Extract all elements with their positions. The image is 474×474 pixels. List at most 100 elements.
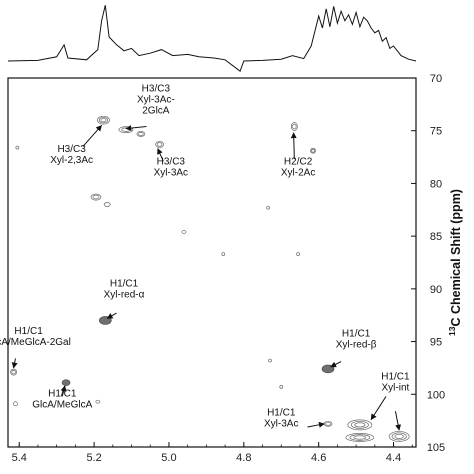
annotation-line: H1/C1 — [381, 372, 410, 383]
peak-annotation: H1/C1 Xyl-3Ac — [264, 407, 325, 429]
cross-peak — [290, 122, 298, 131]
annotation-arrow — [307, 421, 325, 428]
annotation-label: H2/C2 Xyl-2Ac — [281, 156, 315, 178]
cross-peak — [13, 401, 18, 407]
annotation-label: H3/C3 Xyl-3Ac — [154, 156, 188, 178]
cross-peak-contour — [388, 431, 410, 442]
annotation-line: Xyl-red-β — [336, 339, 377, 350]
cross-peak — [296, 252, 300, 256]
annotation-label: H3/C3 Xyl-2,3Ac — [50, 144, 93, 166]
cross-peak — [347, 419, 373, 431]
annotation-line: H3/C3 — [157, 156, 186, 167]
y-axis: 70 75 80 85 90 95 100 105 — [411, 73, 445, 454]
annotation-label: H1/C1 Xyl-red-β — [336, 328, 377, 350]
x-tick-label: 4.8 — [236, 452, 251, 464]
cross-peak-body — [61, 379, 71, 386]
cross-peak-contour — [92, 194, 100, 200]
y-axis-label-superscript: 13 — [447, 326, 457, 336]
annotation-line: H1/C1 — [267, 407, 296, 418]
annotation-line: H1/C1 — [14, 326, 43, 337]
cross-peak-contour — [268, 358, 272, 363]
x-tick-label: 5.4 — [12, 452, 27, 464]
cross-peak-contour — [100, 118, 107, 123]
annotation-label: H1/C1 Xyl-3Ac — [264, 407, 298, 429]
cross-peak-contour — [138, 132, 144, 136]
cross-peak — [103, 202, 111, 207]
cross-peak — [279, 385, 284, 389]
cross-peak-contour — [11, 369, 16, 375]
projection-trace — [7, 5, 417, 73]
cross-peak — [99, 316, 112, 325]
cross-peak — [118, 126, 134, 134]
peak-annotation: H3/C3 Xyl-3Ac-2GlcA — [125, 84, 175, 132]
cross-peak-contour — [353, 435, 367, 440]
x-tick-label: 5.2 — [86, 452, 101, 464]
cross-peak-contour — [290, 122, 298, 131]
cross-peak-contour — [310, 147, 316, 154]
cross-peak-contour — [181, 230, 187, 234]
annotation-arrow — [125, 125, 147, 132]
cross-peak-contour — [311, 148, 315, 153]
peak-annotation: H2/C2 Xyl-2Ac — [281, 132, 315, 178]
peak-annotation: H1/C1 Xyl-red-β — [330, 328, 377, 368]
cross-peak — [97, 115, 110, 125]
y-tick-label: 70 — [430, 73, 442, 85]
y-tick-label: 105 — [427, 442, 445, 454]
cross-peak-contour — [391, 432, 407, 441]
annotation-line: Xyl-3Ac — [154, 167, 188, 178]
cross-peak-contour — [292, 123, 297, 130]
annotation-arrow — [330, 361, 342, 368]
cross-peak — [266, 205, 270, 210]
cross-peak-contour — [296, 252, 300, 256]
annotation-line: GlcA/MeGlcA — [32, 399, 92, 410]
annotation-label: H1/C1 GlcA/MeGlcA — [32, 388, 92, 410]
cross-peak — [268, 358, 272, 363]
annotation-label: H3/C3 Xyl-3Ac-2GlcA — [137, 84, 175, 117]
annotation-line: H1/C1 — [110, 279, 139, 290]
peak-annotation: H3/C3 Xyl-3Ac — [154, 148, 188, 178]
cross-peak — [323, 420, 333, 427]
cross-peak — [388, 431, 410, 442]
cross-peak-contour — [266, 205, 270, 210]
y-axis-label-main: C Chemical Shift (ppm) — [449, 189, 463, 327]
annotation-arrow — [157, 148, 164, 162]
annotation-line: H1/C1 — [342, 328, 371, 339]
y-tick-label: 95 — [430, 337, 442, 349]
annotation-line: H2/C2 — [284, 156, 313, 167]
plot-frame — [7, 77, 417, 448]
cross-peak-contour — [95, 399, 101, 404]
x-tick-label: 5.0 — [161, 452, 176, 464]
cross-peak-contour — [155, 141, 164, 148]
annotation-arrow — [60, 385, 67, 397]
annotation-line: Xyl-2Ac — [281, 167, 315, 178]
cross-peak-contour — [90, 193, 102, 201]
peak-annotation: H1/C1 Xyl-red-α — [104, 279, 145, 319]
peak-annotation: H1/C1 Xyl-int — [370, 372, 410, 431]
cross-peak — [155, 141, 164, 148]
annotation-line: GlcA/MeGlcA-2Gal — [0, 337, 71, 348]
cross-peak — [10, 368, 17, 376]
annotation-label: H1/C1 Xyl-red-α — [104, 279, 145, 301]
cross-peak-contour — [325, 421, 331, 426]
y-tick-label: 90 — [430, 284, 442, 296]
cross-peak-contour — [15, 145, 20, 150]
cross-peak — [310, 147, 316, 154]
annotation-arrow — [11, 358, 18, 369]
cross-peak — [15, 145, 20, 150]
annotation-arrow — [82, 124, 102, 147]
cross-peak-contour — [349, 434, 371, 441]
y-axis-label: 13C Chemical Shift (ppm) — [447, 189, 463, 336]
y-tick-label: 85 — [430, 231, 442, 243]
cross-peak-contour — [103, 202, 111, 207]
cross-peak-contour — [136, 131, 146, 137]
peak-annotation: H1/C1 GlcA/MeGlcA — [32, 385, 93, 410]
annotation-line: Xyl-2,3Ac — [50, 155, 93, 166]
annotation-line: Xyl-red-α — [104, 290, 145, 301]
cross-peak-contour — [98, 116, 109, 124]
annotation-line: Xyl-3Ac- — [137, 95, 175, 106]
annotation-line: Xyl-3Ac — [264, 418, 298, 429]
cross-peak-contour — [347, 419, 373, 431]
peak-annotation: H3/C3 Xyl-2,3Ac — [50, 124, 102, 166]
